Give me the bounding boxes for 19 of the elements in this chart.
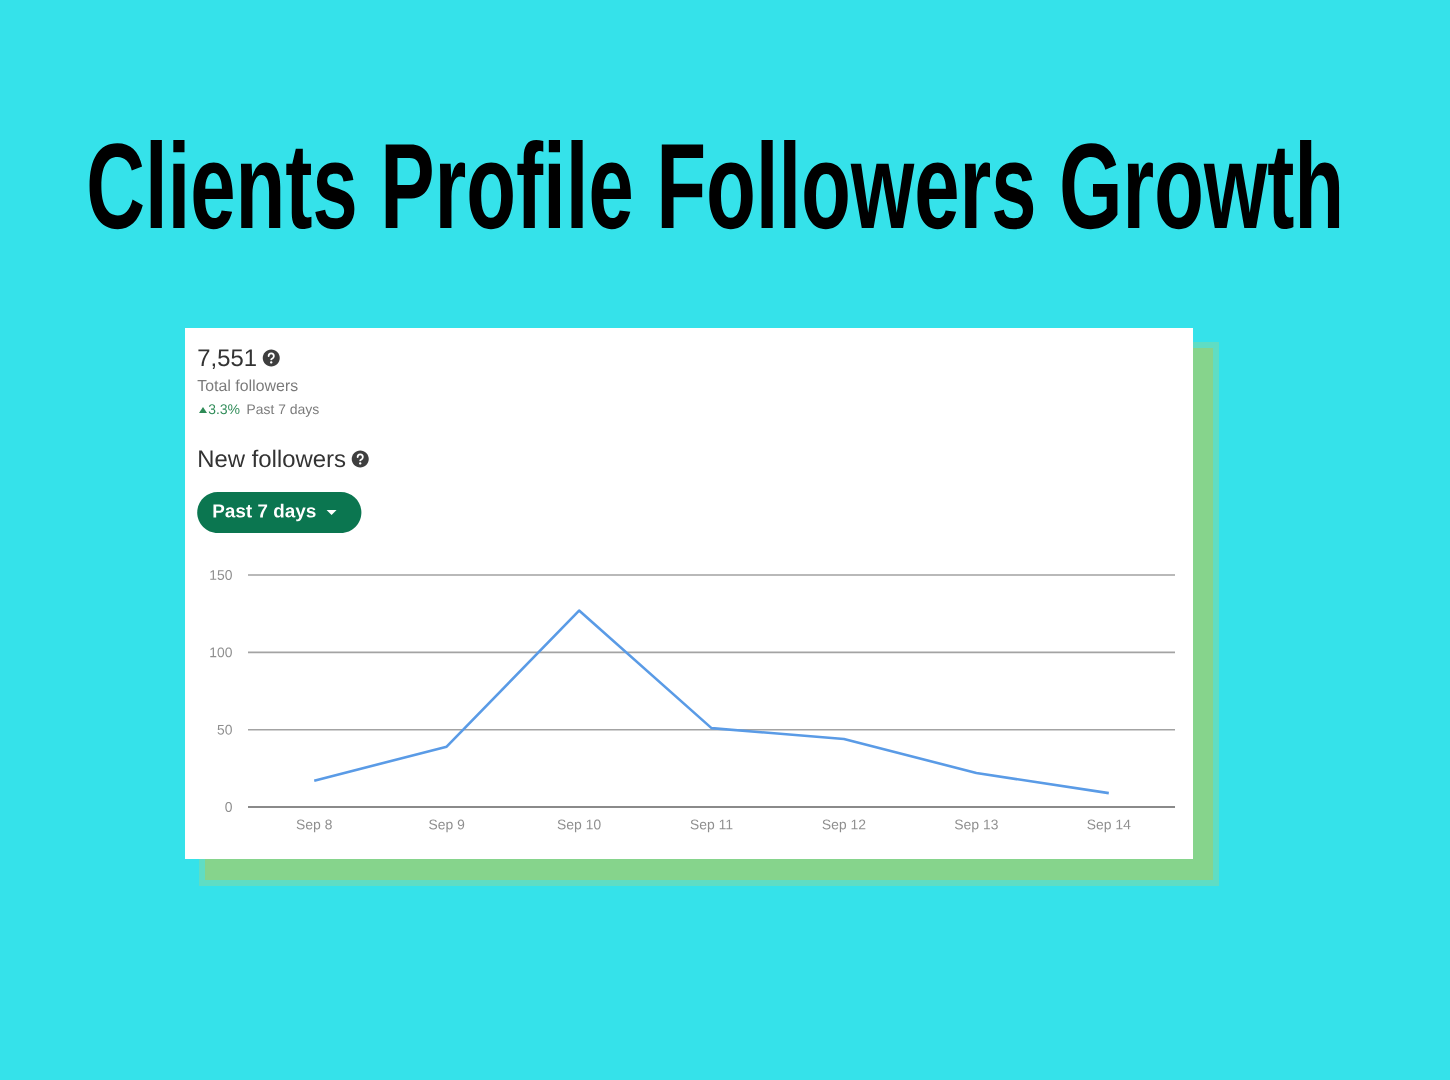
- x-tick-label: Sep 10: [557, 819, 601, 833]
- chart-title: Clients Profile Followers Growth: [89, 139, 1340, 230]
- x-tick-label: Sep 13: [954, 819, 998, 833]
- y-tick-label: 100: [210, 647, 232, 658]
- y-tick-label: 150: [210, 570, 232, 580]
- x-tick-label: Sep 8: [296, 819, 332, 833]
- x-tick-label: Sep 9: [429, 819, 465, 833]
- x-tick-label: Sep 12: [822, 819, 866, 833]
- x-tick-label: Sep 11: [690, 819, 733, 833]
- text: Total followers: [197, 379, 298, 392]
- text: 3.3%: [208, 404, 240, 415]
- y-tick-label: 50: [217, 724, 232, 735]
- text: 7,551: [198, 349, 256, 370]
- x-tick-label: Sep 14: [1087, 819, 1131, 833]
- line-series: [312, 609, 1111, 795]
- text: Past 7 days: [247, 403, 319, 417]
- y-tick-label: 0: [225, 802, 232, 812]
- chart-subtitle: New followers: [199, 449, 346, 468]
- text: Past 7 days: [213, 503, 316, 522]
